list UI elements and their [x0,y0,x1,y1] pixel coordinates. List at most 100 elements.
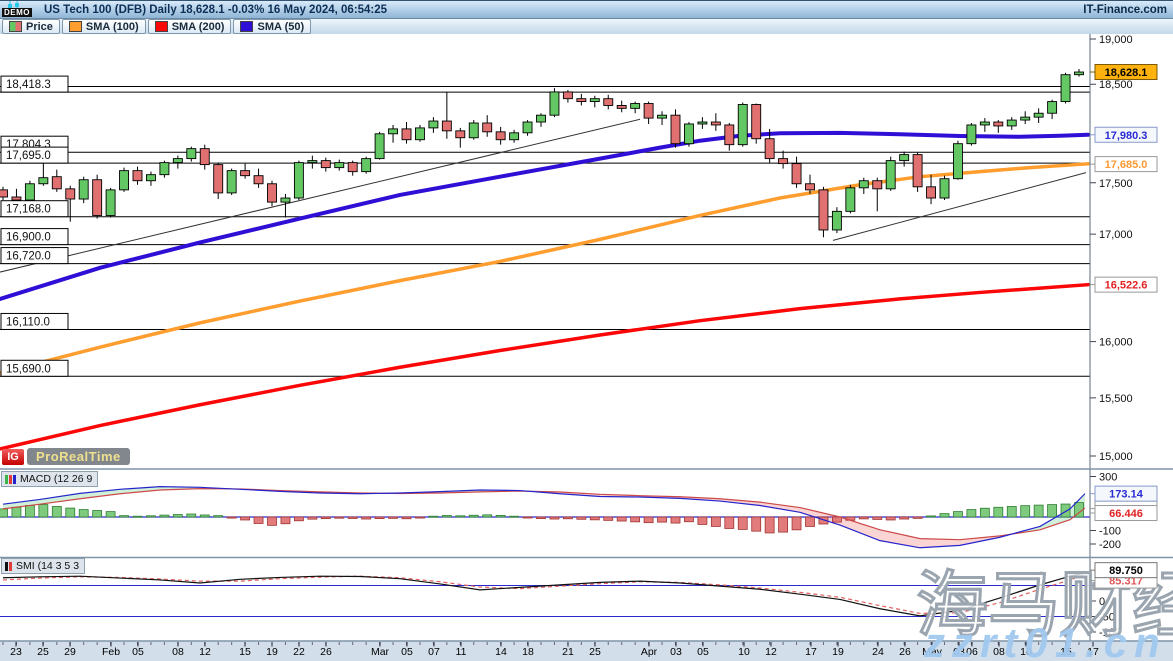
smi-icon [5,561,12,571]
macd-histogram [0,502,1084,534]
sma200-line[interactable] [0,282,1090,451]
svg-text:19,000: 19,000 [1099,34,1133,46]
price-level-box [0,200,69,218]
sma50-line[interactable] [0,130,1090,301]
legend-item-price[interactable]: Price [2,19,60,34]
demo-badge: DEMO [2,8,32,17]
svg-text:-100: -100 [1099,627,1121,639]
price-badge [1094,276,1158,293]
svg-text:-50: -50 [1099,612,1115,624]
price-level-box [0,75,69,93]
svg-text:05: 05 [401,646,413,658]
legend-bar: Price SMA (100) SMA (200) SMA (50) [0,19,1173,34]
smi-label-text: SMI (14 3 5 3 [16,560,80,572]
svg-text:17,685.0: 17,685.0 [1105,159,1148,171]
svg-text:17,695.0: 17,695.0 [6,150,51,162]
svg-text:17,980.3: 17,980.3 [1105,130,1148,142]
macd-indicator-label[interactable]: MACD (12 26 9 [1,471,99,487]
svg-text:18,500: 18,500 [1099,79,1133,91]
svg-text:19: 19 [266,646,278,658]
watermark-cn: zzrt01.cn [923,619,1167,661]
svg-text:08: 08 [993,646,1005,658]
svg-text:18: 18 [522,646,534,658]
svg-text:17: 17 [1087,646,1099,658]
svg-text:85.317: 85.317 [1109,576,1143,588]
svg-text:Mar: Mar [371,646,390,658]
svg-text:15: 15 [239,646,251,658]
price-level-box [0,228,69,246]
price-level-box [0,312,69,330]
watermark-cjk: 海马财经 [916,566,1173,646]
svg-text:11: 11 [456,646,467,658]
legend-item-sma100[interactable]: SMA (100) [61,19,146,34]
svg-text:18,628.1: 18,628.1 [1105,67,1148,79]
svg-text:26: 26 [320,646,332,658]
svg-text:17,000: 17,000 [1099,229,1133,241]
svg-text:19: 19 [832,646,844,658]
svg-text:12: 12 [765,646,777,658]
price-axis[interactable] [1090,38,1096,457]
legend-label: Price [26,20,53,33]
svg-text:25: 25 [37,646,49,658]
legend-item-sma50[interactable]: SMA (50) [233,19,312,34]
svg-text:06: 06 [966,646,978,658]
svg-text:16,522.6: 16,522.6 [1105,280,1148,292]
svg-text:0: 0 [1099,596,1105,608]
svg-text:18,418.3: 18,418.3 [6,79,51,91]
svg-text:16,900.0: 16,900.0 [6,232,51,244]
svg-text:03: 03 [670,646,682,658]
legend-item-sma200[interactable]: SMA (200) [147,19,232,34]
svg-text:89.750: 89.750 [1109,565,1143,577]
svg-text:29: 29 [64,646,76,658]
demo-wrap: DEMO [0,1,38,18]
chart-title: US Tech 100 (DFB) Daily 18,628.1 -0.03% … [44,3,388,16]
svg-text:17,500: 17,500 [1099,178,1133,190]
svg-text:15,000: 15,000 [1099,451,1133,463]
svg-text:14: 14 [495,646,507,658]
trendline[interactable] [832,172,1087,241]
price-badge [1094,156,1158,173]
macd-label-text: MACD (12 26 9 [20,473,93,485]
price-level-box [0,146,69,164]
x-axis-strip [0,641,1173,661]
svg-text:-200: -200 [1099,539,1121,551]
sma50-swatch-icon [240,21,254,32]
legend-label: SMA (100) [85,20,139,33]
macd-line [2,486,1086,549]
legend-label: SMA (200) [171,20,225,33]
macd-line-badge [1094,485,1158,502]
svg-text:25: 25 [589,646,601,658]
svg-text:66.446: 66.446 [1109,508,1143,520]
svg-text:15: 15 [1060,646,1072,658]
svg-text:10: 10 [1020,646,1032,658]
candles[interactable] [0,68,1084,238]
svg-text:173.14: 173.14 [1109,489,1144,501]
price-level-box [0,247,69,265]
sma100-line[interactable] [0,162,1090,375]
svg-text:05: 05 [132,646,144,658]
prorealtime-logo: IG ProRealTime [2,448,130,465]
trendline[interactable] [0,118,641,273]
price-level-box [0,359,69,377]
svg-text:16,720.0: 16,720.0 [6,251,51,263]
macd-icon [5,474,16,484]
svg-text:12: 12 [199,646,211,658]
svg-text:17: 17 [805,646,817,658]
svg-text:03: 03 [953,646,965,658]
sma100-swatch-icon [68,21,82,32]
price-badge [1094,126,1158,143]
smi-indicator-label[interactable]: SMI (14 3 5 3 [1,558,86,574]
brand-label: IT-Finance.com [1083,3,1167,16]
svg-text:Feb: Feb [102,646,120,658]
legend-label: SMA (50) [257,20,305,33]
svg-text:26: 26 [899,646,911,658]
prorealtime-label: ProRealTime [27,448,130,465]
svg-text:May: May [922,646,943,658]
svg-text:22: 22 [293,646,305,658]
svg-text:05: 05 [697,646,709,658]
svg-text:07: 07 [428,646,440,658]
svg-text:15,500: 15,500 [1099,393,1133,405]
svg-text:300: 300 [1099,472,1117,484]
